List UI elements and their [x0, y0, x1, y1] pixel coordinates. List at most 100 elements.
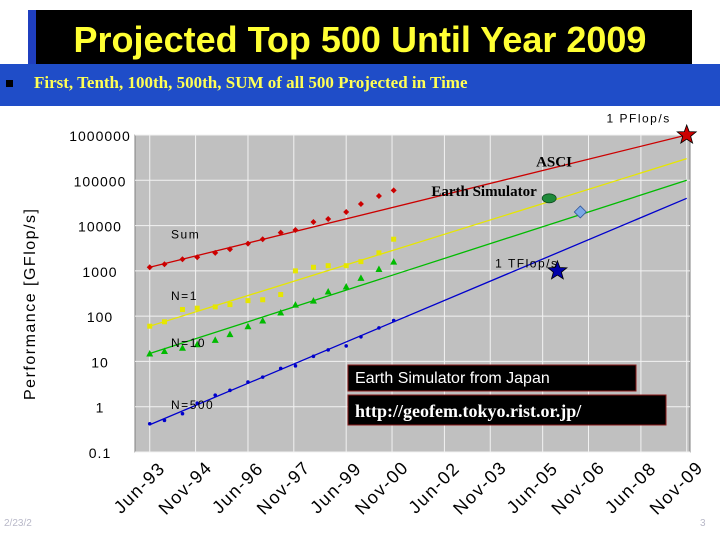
data-point	[343, 263, 349, 269]
slide-title: Projected Top 500 Until Year 2009	[73, 19, 647, 60]
data-point	[359, 334, 363, 339]
data-point	[244, 240, 251, 247]
footer-page-number: 3	[700, 518, 706, 529]
chart-annotation: N=1	[171, 289, 198, 303]
data-point	[278, 292, 284, 298]
data-point	[180, 411, 185, 416]
trend-line	[149, 197, 687, 426]
data-point	[193, 340, 201, 348]
callout-earth-simulator: Earth Simulator from Japan	[355, 370, 550, 387]
data-point	[324, 288, 332, 295]
callout-url: http://geofem.tokyo.rist.or.jp/	[355, 401, 582, 421]
data-point	[179, 307, 185, 313]
x-tick-label: Nov-94	[155, 457, 217, 519]
milestone-star-marker	[676, 123, 698, 145]
chart-annotation: ASCI	[536, 155, 572, 171]
data-point	[226, 246, 233, 253]
y-tick-label: 1000	[82, 264, 117, 280]
data-point	[146, 264, 153, 271]
y-tick-label: 10	[91, 354, 109, 370]
data-point	[342, 283, 350, 290]
chart-annotation: 1 PFlop/s	[607, 111, 671, 125]
trend-line	[149, 158, 687, 327]
y-tick-label: 1000000	[69, 128, 131, 144]
data-point	[161, 261, 168, 268]
x-tick-label: Nov-97	[253, 457, 315, 519]
subtitle-band: First, Tenth, 100th, 500th, SUM of all 5…	[0, 64, 720, 106]
data-point	[325, 215, 332, 222]
data-point	[259, 236, 266, 243]
data-point	[259, 317, 267, 324]
trend-line	[149, 179, 687, 355]
data-point	[213, 393, 218, 397]
y-tick-label: 100000	[74, 173, 127, 189]
data-point	[161, 319, 167, 325]
data-point	[212, 304, 218, 310]
chart-annotation: 1 TFlop/s	[495, 256, 558, 270]
title-bar: Projected Top 500 Until Year 2009	[28, 10, 692, 64]
earth-simulator-marker	[541, 193, 557, 204]
data-point	[311, 354, 316, 359]
data-point	[147, 323, 153, 329]
chart-annotation: Earth Simulator	[431, 184, 537, 200]
data-point	[228, 388, 232, 393]
data-point	[326, 348, 330, 352]
data-point	[245, 298, 251, 304]
data-point	[343, 208, 350, 215]
data-point	[178, 344, 186, 351]
x-tick-label: Nov-00	[351, 457, 413, 519]
data-point	[212, 249, 219, 256]
data-point	[310, 264, 316, 270]
data-point	[292, 268, 298, 274]
footer-left: 2/23/2	[4, 518, 32, 529]
data-point	[194, 254, 201, 261]
data-point	[147, 421, 152, 426]
y-tick-label: 0.1	[89, 445, 111, 461]
data-point	[277, 229, 284, 236]
data-point	[195, 401, 200, 405]
chart-annotation: N=10	[171, 336, 206, 350]
y-tick-label: 10000	[78, 219, 122, 235]
data-point	[293, 364, 298, 368]
chart-annotation: Sum	[171, 227, 200, 241]
data-point	[310, 218, 317, 225]
data-point	[375, 192, 382, 199]
slide-footer: 2/23/2 3	[0, 516, 720, 536]
asci-marker	[573, 205, 587, 219]
data-point	[226, 330, 234, 338]
data-point	[391, 318, 396, 323]
data-point	[160, 347, 168, 354]
data-point	[179, 256, 186, 263]
data-point	[277, 309, 285, 316]
data-point	[292, 226, 299, 233]
data-point	[278, 366, 283, 371]
data-point	[377, 326, 381, 330]
data-point	[358, 259, 364, 265]
x-tick-label: Nov-03	[449, 457, 511, 519]
callout-box	[347, 364, 637, 392]
y-tick-label: 100	[87, 309, 113, 325]
milestone-star-marker	[546, 259, 568, 280]
data-point	[244, 322, 252, 330]
data-point	[391, 236, 397, 242]
data-point	[291, 301, 299, 308]
data-point	[227, 302, 233, 308]
data-point	[260, 375, 265, 379]
data-point	[211, 336, 219, 343]
slide-subtitle: First, Tenth, 100th, 500th, SUM of all 5…	[34, 73, 468, 92]
y-tick-label: 1	[96, 400, 105, 416]
callout-box	[347, 394, 667, 426]
data-point	[260, 297, 266, 303]
data-point	[357, 200, 364, 207]
data-point	[162, 418, 167, 423]
data-point	[309, 297, 317, 304]
trend-line	[149, 134, 687, 268]
data-point	[357, 274, 365, 281]
data-point	[376, 250, 382, 256]
title-accent	[28, 10, 36, 64]
data-point	[194, 305, 200, 311]
data-point	[390, 258, 398, 265]
data-point	[325, 263, 331, 269]
data-point	[246, 380, 250, 384]
